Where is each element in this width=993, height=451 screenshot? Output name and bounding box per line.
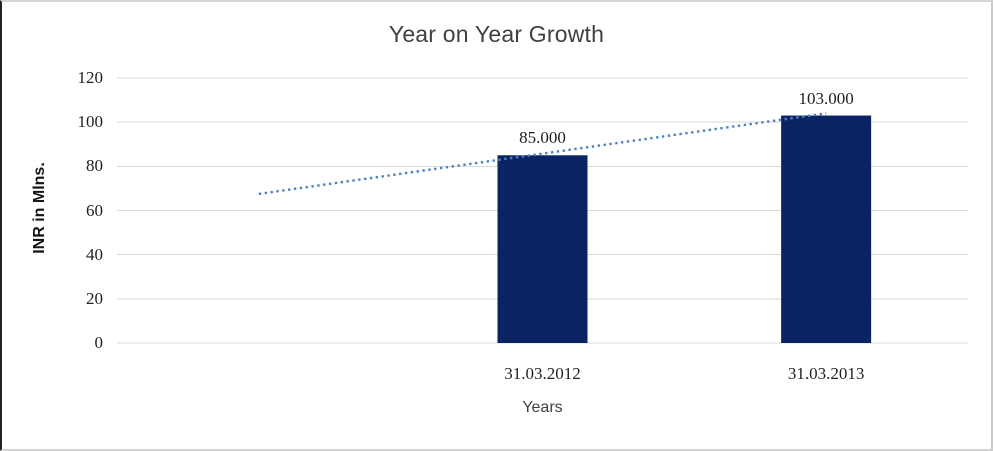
x-tick-label: 31.03.2012: [504, 364, 581, 383]
y-tick-label: 80: [86, 156, 103, 176]
bar-value-label: 85.000: [519, 128, 566, 148]
bar-value-label: 103.000: [798, 88, 854, 108]
bar-31.03.2013: [781, 115, 872, 344]
x-axis-title: Years: [522, 399, 563, 416]
chart-title: Year on Year Growth: [388, 21, 605, 47]
bar-31.03.2012: [497, 155, 588, 343]
trendline: [258, 112, 827, 196]
y-tick-label: 100: [77, 112, 104, 132]
y-tick-label: 120: [77, 68, 104, 87]
y-tick-label: 60: [86, 200, 103, 220]
y-tick-label: 20: [86, 288, 103, 308]
y-tick-label: 0: [94, 333, 104, 352]
x-tick-label: 31.03.2013: [787, 364, 865, 383]
y-tick-label: 40: [86, 244, 103, 264]
